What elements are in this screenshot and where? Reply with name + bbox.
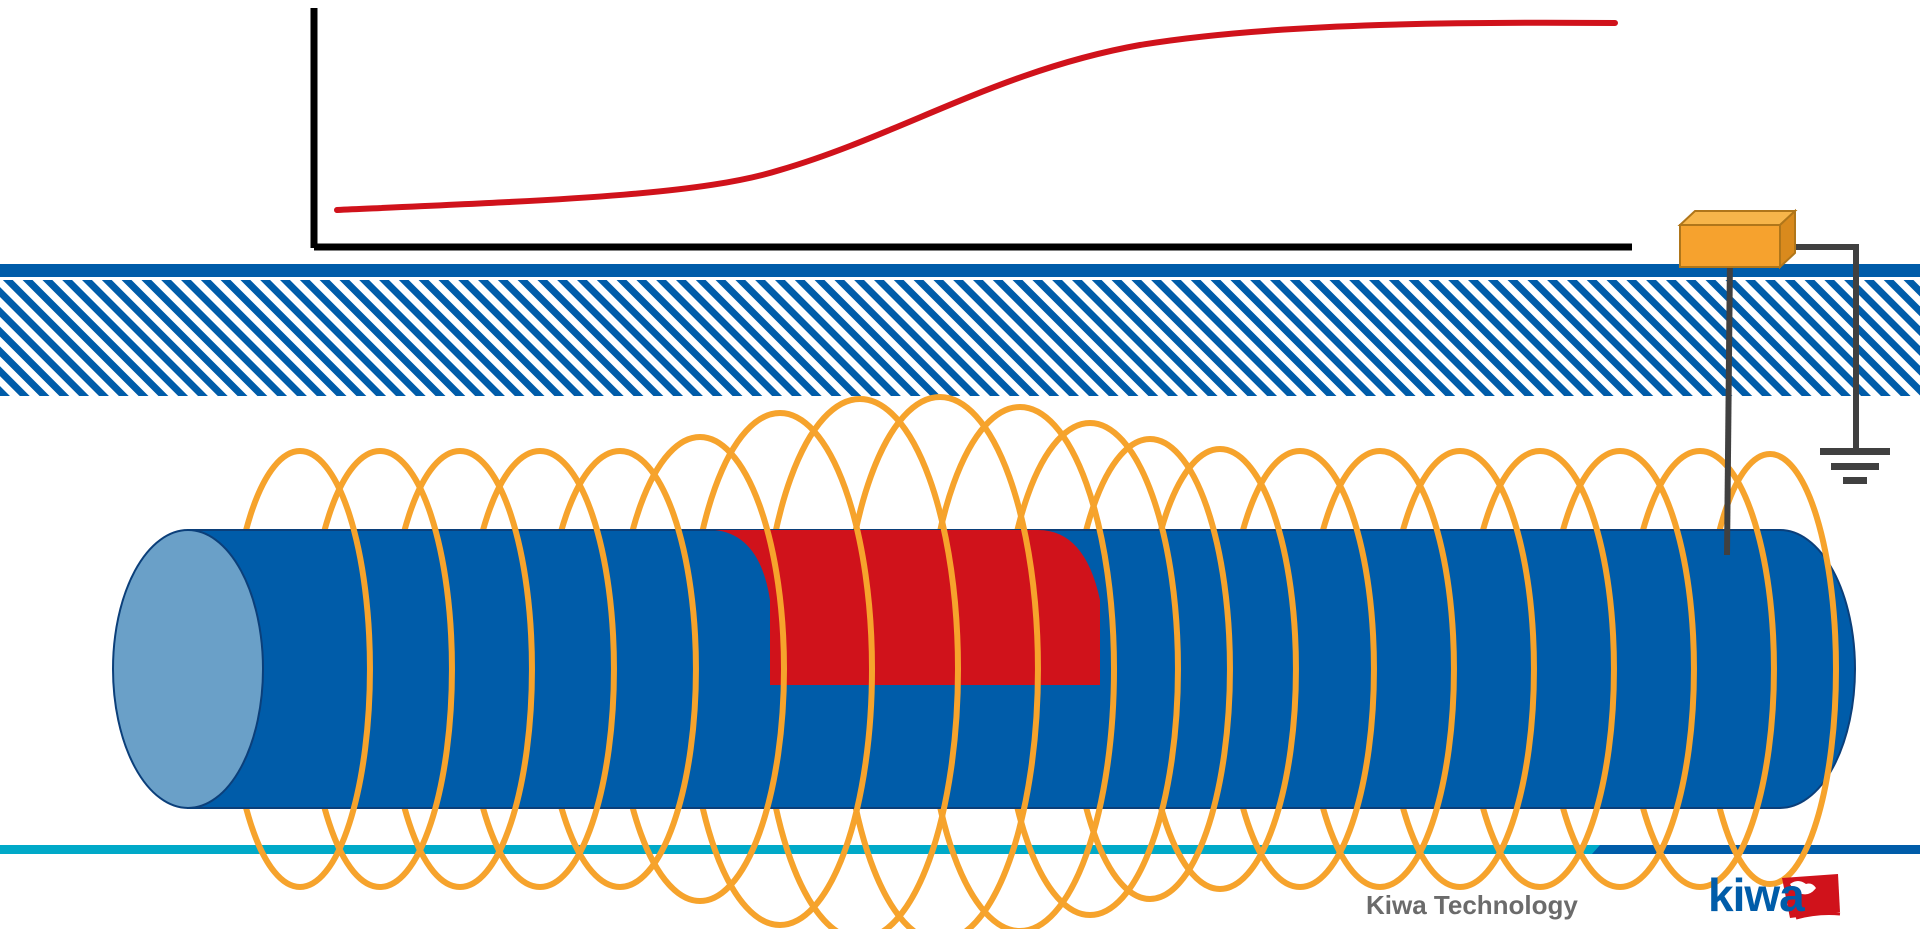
- kiwa-logo-text: kiwa: [1708, 869, 1805, 921]
- field-coil-front-6: [699, 434, 787, 904]
- field-coil-front-13: [1219, 446, 1299, 892]
- field-coil-front-3: [459, 448, 535, 890]
- pipe: [112, 529, 1856, 809]
- field-coil-front-1: [299, 448, 373, 890]
- field-coil-front-16: [1459, 448, 1537, 890]
- field-coil-front-9: [939, 394, 1041, 929]
- field-coil-front-15: [1379, 448, 1457, 890]
- field-coils-front: [299, 394, 1839, 929]
- ground-surface: [0, 264, 1920, 396]
- signal-chart: [310, 8, 1632, 251]
- field-coil-front-12: [1149, 436, 1233, 902]
- field-coil-front-18: [1619, 448, 1697, 890]
- field-coil-front-2: [379, 448, 455, 890]
- bottom-line-cyan: [0, 845, 1600, 854]
- signal-curve: [334, 19, 1618, 213]
- ground-line: [0, 264, 1920, 277]
- field-coil-front-10: [1019, 404, 1117, 929]
- kiwa-logo-icon: [1782, 874, 1841, 920]
- field-coil-front-11: [1089, 420, 1181, 918]
- pipe-end: [112, 529, 264, 809]
- ground-symbol-icon: [1820, 448, 1890, 484]
- defect-area: [715, 530, 1100, 685]
- field-coil-front-5: [619, 448, 699, 890]
- field-coil-front-20: [1769, 451, 1839, 887]
- sensor-assembly: [1677, 208, 1890, 556]
- field-coil-front-8: [859, 396, 961, 929]
- sensor-probe-wire: [1724, 256, 1733, 556]
- field-coil-front-17: [1539, 448, 1617, 890]
- ground-wire: [1784, 244, 1859, 452]
- field-coil-front-4: [539, 448, 617, 890]
- soil-hatch: [0, 280, 1920, 396]
- company-label: Kiwa Technology: [1366, 890, 1578, 920]
- field-coil-front-7: [779, 410, 875, 928]
- field-coil-front-14: [1299, 448, 1377, 890]
- sensor-box-icon: [1677, 208, 1798, 270]
- field-coil-front-19: [1699, 448, 1777, 890]
- bottom-line-blue: [1592, 845, 1920, 854]
